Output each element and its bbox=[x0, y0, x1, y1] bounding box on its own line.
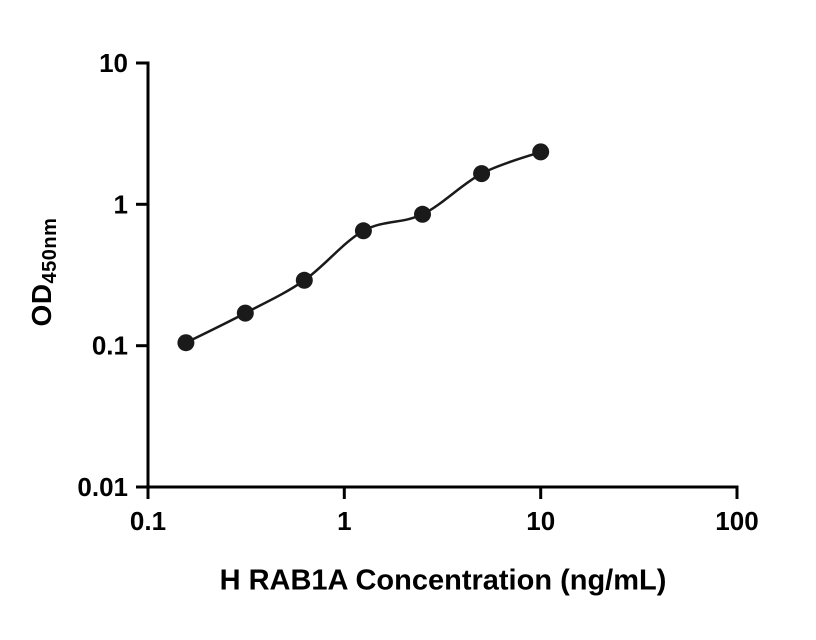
data-point bbox=[236, 304, 254, 322]
y-tick-label: 0.1 bbox=[92, 331, 128, 361]
x-tick-label: 0.1 bbox=[130, 506, 166, 536]
y-tick-label: 0.01 bbox=[77, 472, 128, 502]
data-point bbox=[295, 271, 313, 289]
x-tick-label: 10 bbox=[526, 506, 555, 536]
y-axis-title-main: OD bbox=[26, 283, 57, 327]
data-point bbox=[177, 334, 195, 352]
data-point bbox=[414, 205, 431, 223]
data-point bbox=[532, 143, 550, 161]
x-axis-title: H RAB1A Concentration (ng/mL) bbox=[219, 564, 667, 597]
y-axis-title: OD450nm bbox=[26, 217, 61, 327]
y-tick-label: 1 bbox=[114, 189, 128, 219]
data-point bbox=[354, 222, 372, 240]
y-axis-title-sub: 450nm bbox=[39, 217, 61, 284]
x-tick-label: 100 bbox=[715, 506, 758, 536]
y-tick-label: 10 bbox=[99, 48, 128, 78]
x-tick-label: 1 bbox=[337, 506, 351, 536]
data-point bbox=[473, 165, 491, 183]
